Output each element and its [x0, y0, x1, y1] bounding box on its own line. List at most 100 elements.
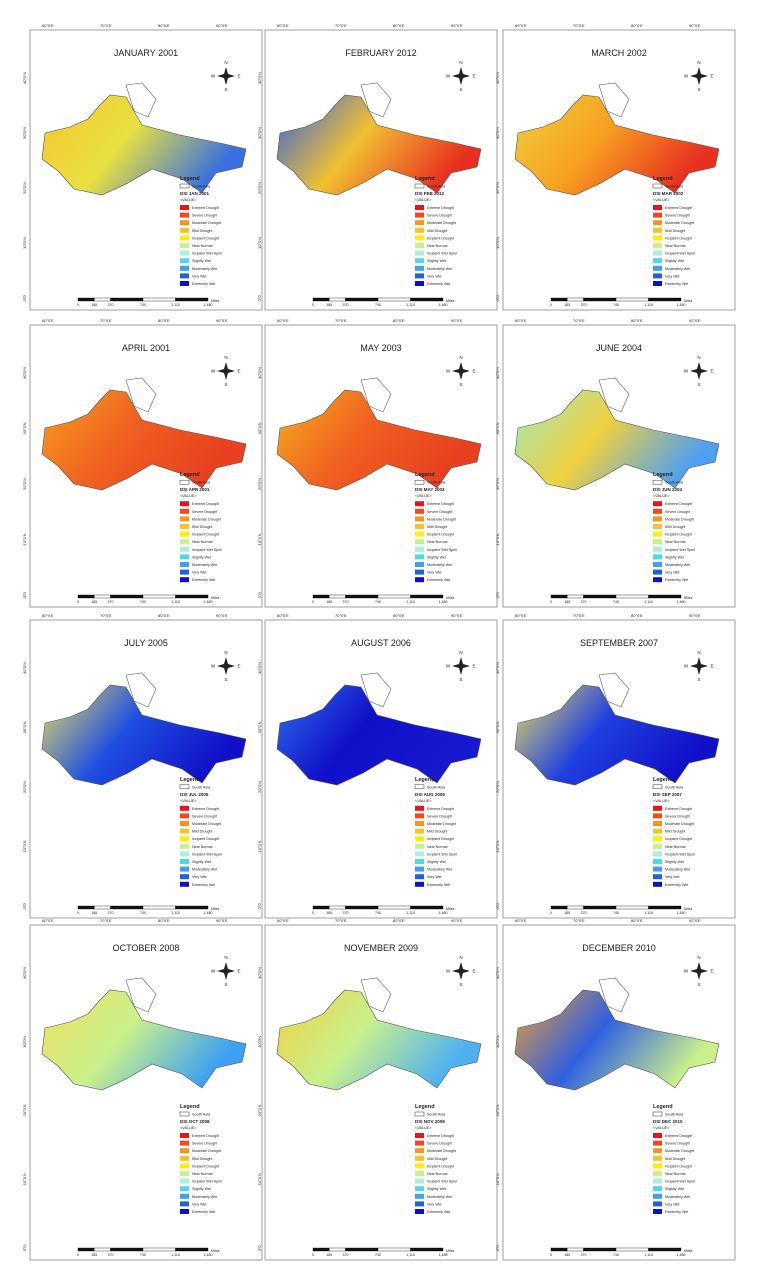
scale-label: 1,480: [677, 911, 686, 915]
scale-label: 0: [77, 600, 79, 604]
legend-class: Slightly Wet: [427, 555, 446, 559]
drought-map: [514, 684, 720, 786]
legend-swatch: [415, 1140, 424, 1146]
legend-swatch: [653, 220, 662, 226]
compass-label: S: [224, 982, 227, 987]
scale-label: 185: [91, 1253, 97, 1257]
compass-label: N: [697, 955, 700, 960]
legend-swatch: [415, 1133, 424, 1138]
drought-map: [41, 989, 247, 1091]
legend-class: Moderately Wet: [192, 1195, 217, 1199]
graticule-label: 0°0': [22, 902, 27, 909]
legend-swatch: [653, 866, 662, 872]
legend-class: Extremely Wet: [192, 1210, 215, 1214]
legend-swatch: [180, 577, 189, 583]
legend-boundary-swatch: [414, 1111, 425, 1117]
scale-label: 370: [343, 600, 349, 604]
scale-label: 185: [326, 600, 332, 604]
scale-label: 0: [312, 600, 314, 604]
legend-class: Moderately Wet: [192, 563, 217, 567]
graticule-label: 0°0': [257, 902, 262, 909]
legend-class: Severe Drought: [665, 814, 690, 818]
legend-swatch: [180, 1171, 189, 1176]
legend-swatch: [415, 1178, 424, 1184]
graticule-label: 20°0'N: [22, 781, 27, 793]
scale-label: 0: [550, 1253, 552, 1257]
legend-swatch: [415, 874, 424, 880]
graticule-label: 80°0'E: [393, 613, 405, 618]
legend-swatch: [653, 881, 662, 887]
scale-bar-segment: [648, 594, 682, 599]
scale-unit: Miles: [446, 596, 455, 600]
graticule-label: 80°0'E: [393, 918, 405, 923]
legend-class: Extremely Wet: [427, 1210, 450, 1214]
compass-label: S: [224, 382, 227, 387]
legend-title: Legend: [180, 1104, 200, 1110]
scale-bar-segment: [567, 297, 584, 302]
scale-bar-segment: [345, 594, 379, 599]
graticule-label: 0°0': [257, 294, 262, 301]
scale-label: 1,480: [439, 911, 448, 915]
graticule-label: 90°0'E: [216, 23, 228, 28]
scale-bar-segment: [583, 594, 617, 599]
scale-label: 185: [564, 911, 570, 915]
graticule-label: 60°0'E: [515, 613, 527, 618]
graticule-label: 20°0'N: [257, 478, 262, 490]
legend-swatch: [653, 1193, 662, 1199]
scale-unit: Miles: [684, 907, 693, 911]
graticule-label: 0°0': [257, 591, 262, 598]
scale-bar-segment: [77, 1247, 95, 1252]
region-outline: [125, 672, 157, 708]
graticule-label: 60°0'E: [42, 918, 54, 923]
scale-bar-segment: [615, 297, 649, 302]
scale-bar-segment: [110, 1247, 144, 1252]
region-outline: [360, 672, 392, 708]
legend-class: Extremely Wet: [665, 282, 688, 286]
scale-bar-segment: [583, 297, 617, 302]
scale-bar-segment: [583, 905, 617, 910]
compass-label: W: [211, 369, 216, 374]
scale-label: 1,110: [644, 1253, 653, 1257]
graticule-label: 20°0'N: [22, 478, 27, 490]
region-outline: [360, 377, 392, 413]
legend-class: Extreme Drought: [665, 502, 692, 506]
legend-boundary: South Asia: [665, 785, 684, 789]
legend-class: Mild Drought: [192, 229, 212, 233]
legend-class: Very Wet: [192, 571, 207, 575]
legend-layer: DSI OCT 2008: [180, 1119, 210, 1124]
scale-label: 740: [375, 303, 381, 307]
legend-class: Extreme Drought: [665, 807, 692, 811]
legend-class: Severe Drought: [665, 214, 690, 218]
legend-swatch: [180, 828, 189, 834]
graticule-label: 90°0'E: [216, 613, 228, 618]
legend-layer: DSI APR 2001: [180, 487, 210, 492]
legend-class: Incipient Wet Spell: [427, 548, 457, 552]
compass-rose: [217, 657, 235, 675]
scale-label: 0: [312, 303, 314, 307]
scale-label: 0: [312, 911, 314, 915]
graticule-label: 40°0'N: [22, 367, 27, 379]
legend-class: Severe Drought: [665, 510, 690, 514]
legend-class: Severe Drought: [192, 510, 217, 514]
legend-swatch: [415, 1171, 424, 1176]
compass-label: S: [697, 982, 700, 987]
legend-class: Near Normal: [665, 244, 686, 248]
legend-swatch: [653, 250, 662, 256]
legend-swatch: [415, 281, 424, 286]
compass-label: E: [237, 664, 240, 669]
scale-bar-segment: [377, 594, 411, 599]
legend-boundary-swatch: [179, 479, 190, 485]
scale-bar-segment: [142, 594, 176, 599]
legend-boundary: South Asia: [427, 1113, 446, 1117]
drought-map: [41, 684, 247, 786]
legend-swatch: [180, 546, 189, 552]
legend-swatch: [653, 1186, 662, 1192]
legend-swatch: [415, 1163, 424, 1169]
compass-label: E: [472, 74, 475, 79]
legend-class: Mild Drought: [427, 229, 447, 233]
graticule-label: 80°0'E: [631, 613, 643, 618]
legend-swatch: [653, 1163, 662, 1169]
legend-swatch: [653, 212, 662, 218]
drought-map: [514, 989, 720, 1091]
